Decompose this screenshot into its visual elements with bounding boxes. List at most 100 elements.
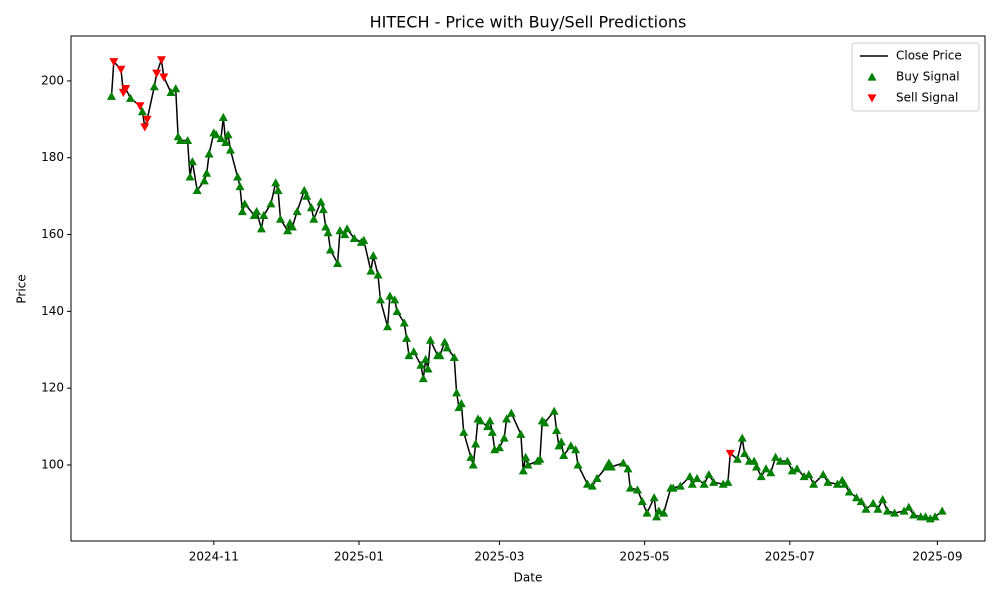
buy-marker: [126, 93, 136, 102]
buy-marker: [692, 473, 702, 483]
y-tick-label: 120: [41, 381, 64, 395]
buy-marker: [421, 354, 431, 363]
buy-marker: [452, 388, 462, 397]
axes-frame: [70, 35, 986, 542]
buy-marker: [809, 479, 819, 488]
buy-marker: [573, 460, 583, 469]
buy-marker: [832, 479, 842, 488]
buy-marker: [583, 479, 593, 488]
buy-marker: [423, 364, 433, 373]
buy-marker: [592, 473, 602, 483]
buy-marker: [218, 112, 228, 122]
buy-marker: [756, 471, 766, 481]
buy-marker: [475, 416, 485, 425]
buy-marker: [425, 335, 435, 344]
buy-marker: [106, 91, 116, 100]
buy-marker: [306, 203, 316, 212]
buy-marker: [606, 462, 616, 471]
buy-marker: [225, 145, 235, 154]
buy-marker: [185, 172, 195, 181]
buy-marker: [752, 462, 761, 471]
buy-marker: [471, 439, 481, 448]
buy-marker: [373, 270, 383, 279]
buy-marker: [171, 84, 181, 93]
buy-marker: [618, 458, 628, 467]
chart-title: HITECH - Price with Buy/Sell Predictions: [370, 13, 687, 32]
legend-box: [851, 42, 980, 112]
buy-marker: [556, 437, 566, 446]
buy-marker: [240, 199, 250, 208]
buy-marker: [740, 448, 750, 458]
buy-marker: [861, 504, 871, 513]
buy-marker: [223, 130, 233, 139]
buy-marker: [316, 197, 326, 206]
buy-marker: [775, 456, 785, 465]
buy-marker: [325, 245, 335, 254]
buy-marker: [202, 168, 212, 177]
buy-marker: [149, 82, 159, 91]
buy-marker: [366, 266, 376, 275]
plot-area: [106, 56, 947, 523]
buy-marker: [930, 512, 940, 521]
buy-marker: [909, 510, 919, 519]
sell-marker: [142, 115, 152, 124]
buy-marker: [252, 207, 262, 216]
x-axis-label: Date: [514, 571, 543, 585]
buy-marker: [668, 483, 678, 492]
buy-marker: [937, 506, 947, 515]
buy-marker: [283, 226, 293, 235]
buy-marker: [342, 224, 352, 233]
buy-marker: [882, 506, 892, 515]
buy-marker: [349, 233, 359, 242]
buy-marker: [199, 176, 209, 185]
buy-marker: [675, 481, 685, 490]
buy-marker: [390, 295, 400, 304]
buy-marker: [782, 456, 792, 465]
buy-marker: [920, 512, 930, 521]
buy-marker: [392, 306, 402, 315]
buy-marker: [566, 441, 576, 450]
buy-marker: [761, 464, 771, 473]
sell-marker: [159, 73, 169, 82]
buy-marker: [499, 433, 509, 442]
buy-marker: [368, 251, 378, 260]
buy-marker: [652, 512, 662, 521]
buy-marker: [211, 130, 221, 139]
buy-marker: [521, 452, 531, 461]
buy-marker: [385, 291, 395, 300]
buy-marker: [904, 502, 914, 511]
buy-marker: [494, 443, 504, 452]
buy-marker: [623, 464, 633, 473]
buy-marker: [466, 452, 476, 461]
buy-marker: [642, 508, 652, 517]
legend: Close Price Buy Signal Sell Signal: [851, 42, 980, 112]
x-tick-label: 2025-03: [474, 550, 524, 564]
buy-marker: [771, 452, 781, 461]
buy-marker: [878, 495, 888, 504]
buy-marker: [259, 210, 269, 219]
buy-marker: [416, 360, 426, 369]
buy-marker: [559, 450, 569, 459]
buy-marker: [323, 228, 333, 237]
buy-marker: [868, 498, 878, 507]
buy-marker: [468, 460, 478, 469]
buy-marker: [818, 470, 828, 479]
buy-marker: [516, 429, 526, 438]
x-tick-label: 2024-11: [189, 550, 239, 564]
buy-marker: [287, 222, 297, 231]
buy-marker: [271, 178, 281, 187]
buy-marker: [318, 205, 328, 214]
y-tick-label: 140: [41, 304, 64, 318]
buy-marker: [266, 199, 276, 208]
buy-marker: [449, 352, 459, 362]
buy-marker: [549, 406, 559, 415]
buy-marker: [873, 504, 883, 513]
buy-marker: [204, 149, 214, 158]
buy-marker: [792, 464, 802, 473]
buy-marker: [256, 224, 266, 233]
buy-marker: [292, 207, 302, 216]
buy-marker: [459, 427, 469, 436]
buy-marker: [625, 483, 635, 492]
buy-marker: [233, 172, 243, 181]
